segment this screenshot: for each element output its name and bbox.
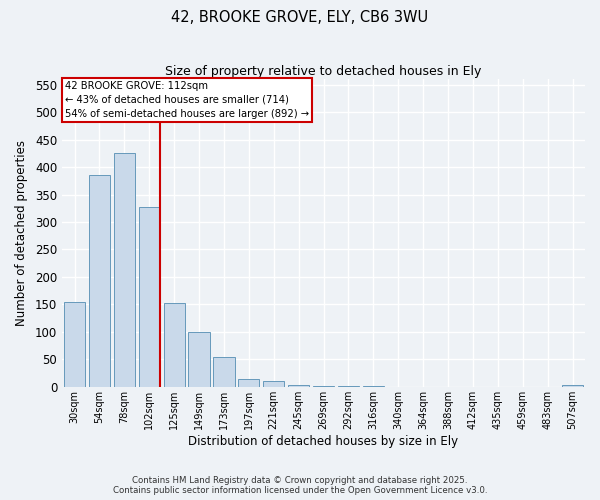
Bar [64, 302, 85, 387]
Text: Contains HM Land Registry data © Crown copyright and database right 2025.
Contai: Contains HM Land Registry data © Crown c… [113, 476, 487, 495]
Bar [313, 386, 334, 387]
Title: Size of property relative to detached houses in Ely: Size of property relative to detached ho… [166, 65, 482, 78]
Bar [89, 176, 110, 387]
Bar [263, 382, 284, 387]
Y-axis label: Number of detached properties: Number of detached properties [15, 140, 28, 326]
Bar [164, 304, 185, 387]
Bar [562, 385, 583, 387]
Bar [238, 378, 259, 387]
Bar [139, 206, 160, 387]
Bar [363, 386, 384, 387]
Bar [114, 154, 135, 387]
Bar [188, 332, 209, 387]
Bar [214, 356, 235, 387]
X-axis label: Distribution of detached houses by size in Ely: Distribution of detached houses by size … [188, 434, 458, 448]
Bar [338, 386, 359, 387]
Text: 42 BROOKE GROVE: 112sqm
← 43% of detached houses are smaller (714)
54% of semi-d: 42 BROOKE GROVE: 112sqm ← 43% of detache… [65, 80, 309, 118]
Bar [288, 385, 309, 387]
Text: 42, BROOKE GROVE, ELY, CB6 3WU: 42, BROOKE GROVE, ELY, CB6 3WU [172, 10, 428, 25]
